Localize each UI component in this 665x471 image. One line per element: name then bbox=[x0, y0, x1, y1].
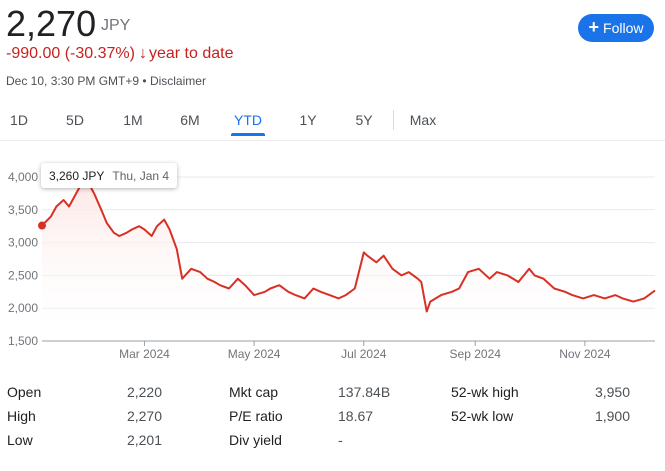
price-area bbox=[42, 183, 655, 341]
range-separator bbox=[393, 110, 394, 130]
stat-label-high: High bbox=[7, 408, 36, 424]
y-tick-label: 4,000 bbox=[8, 170, 38, 184]
y-tick-label: 3,000 bbox=[8, 236, 38, 250]
plus-icon: + bbox=[588, 17, 600, 37]
quote-meta: Dec 10, 3:30 PM GMT+9 • Disclaimer bbox=[6, 74, 206, 88]
y-tick-label: 1,500 bbox=[8, 334, 38, 348]
change-period: year to date bbox=[148, 45, 234, 62]
down-arrow-icon: ↓ bbox=[138, 45, 147, 62]
x-tick-label: Nov 2024 bbox=[559, 347, 611, 361]
stat-value-52wk-high: 3,950 bbox=[594, 384, 630, 400]
y-axis: 4,000 3,500 3,000 2,500 2,000 1,500 bbox=[8, 170, 38, 348]
tab-divider bbox=[0, 140, 665, 141]
x-tick-label: May 2024 bbox=[228, 347, 281, 361]
stat-value-mkt-cap: 137.84B bbox=[338, 384, 391, 400]
y-tick-label: 2,000 bbox=[8, 301, 38, 315]
tab-6m[interactable]: 6M bbox=[180, 112, 200, 128]
disclaimer-link[interactable]: Disclaimer bbox=[149, 74, 206, 88]
tab-5d[interactable]: 5D bbox=[66, 112, 84, 128]
tab-max[interactable]: Max bbox=[409, 112, 437, 128]
x-tick-label: Jul 2024 bbox=[341, 347, 387, 361]
currency-label: JPY bbox=[101, 17, 131, 34]
stat-label-52wk-high: 52-wk high bbox=[451, 384, 519, 400]
tab-ytd[interactable]: YTD bbox=[231, 108, 265, 136]
stat-label-low: Low bbox=[7, 432, 33, 448]
stat-value-low: 2,201 bbox=[126, 432, 162, 448]
price-change: -990.00 (-30.37%) ↓ year to date bbox=[6, 45, 233, 63]
stat-value-div-yield: - bbox=[338, 432, 343, 448]
meta-separator: • bbox=[139, 74, 150, 88]
stat-value-open: 2,220 bbox=[126, 384, 162, 400]
stat-label-div-yield: Div yield bbox=[229, 432, 282, 448]
stat-label-52wk-low: 52-wk low bbox=[451, 408, 514, 424]
stock-price: 2,270 bbox=[6, 3, 97, 44]
hover-marker bbox=[38, 221, 46, 230]
stat-value-pe-ratio: 18.67 bbox=[338, 408, 374, 424]
stat-label-open: Open bbox=[7, 384, 42, 400]
stats-row-3: Low 2,201 Div yield - bbox=[0, 432, 665, 454]
tab-1y[interactable]: 1Y bbox=[299, 112, 317, 128]
stat-label-mkt-cap: Mkt cap bbox=[229, 384, 279, 400]
follow-label: Follow bbox=[603, 20, 644, 36]
stat-value-52wk-low: 1,900 bbox=[594, 408, 630, 424]
tooltip-date: Thu, Jan 4 bbox=[112, 168, 170, 183]
tab-5y[interactable]: 5Y bbox=[355, 112, 373, 128]
price-line bbox=[41, 182, 656, 313]
stat-value-high: 2,270 bbox=[126, 408, 162, 424]
tab-1m[interactable]: 1M bbox=[123, 112, 143, 128]
x-tick-label: Sep 2024 bbox=[450, 347, 502, 361]
stats-row-1: Open 2,220 Mkt cap 137.84B 52-wk high 3,… bbox=[0, 384, 665, 406]
x-axis: Mar 2024 May 2024 Jul 2024 Sep 2024 Nov 2024 bbox=[119, 341, 611, 361]
tab-1d[interactable]: 1D bbox=[10, 112, 28, 128]
follow-button[interactable]: + Follow bbox=[578, 14, 654, 42]
timestamp: Dec 10, 3:30 PM GMT+9 bbox=[6, 74, 140, 88]
y-tick-label: 3,500 bbox=[8, 203, 38, 217]
x-tick-label: Mar 2024 bbox=[119, 347, 170, 361]
change-value: -990.00 (-30.37%) bbox=[6, 45, 135, 62]
chart-tooltip: 3,260 JPY Thu, Jan 4 bbox=[41, 163, 178, 188]
stat-label-pe-ratio: P/E ratio bbox=[229, 408, 283, 424]
stats-row-2: High 2,270 P/E ratio 18.67 52-wk low 1,9… bbox=[0, 408, 665, 430]
y-tick-label: 2,500 bbox=[8, 268, 38, 282]
tooltip-value: 3,260 JPY bbox=[49, 168, 105, 183]
